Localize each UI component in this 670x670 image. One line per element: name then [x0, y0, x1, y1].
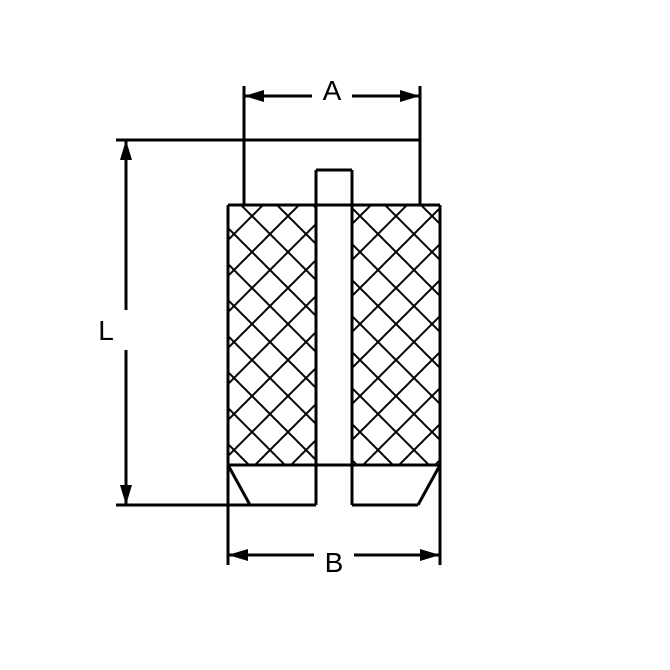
technical-diagram: A B L — [0, 0, 670, 670]
dim-label-L: L — [98, 315, 114, 346]
knurl-right — [352, 205, 440, 465]
dim-label-A: A — [323, 75, 342, 106]
knurl-left — [228, 205, 316, 465]
dim-label-B: B — [325, 547, 344, 578]
